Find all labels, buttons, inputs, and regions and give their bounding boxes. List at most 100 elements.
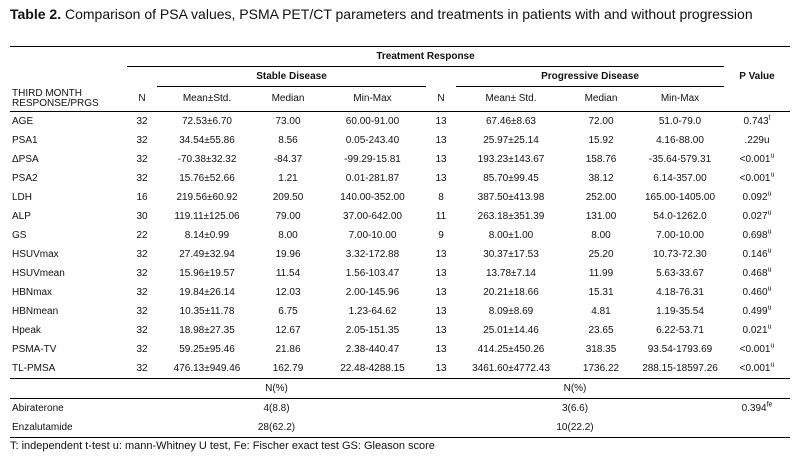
table-row: HBNmax 32 19.84±26.14 12.03 2.00-145.96 13 20.… xyxy=(10,283,790,302)
median-header-prog: Median xyxy=(566,86,636,112)
stable-mean-std: -70.38±32.32 xyxy=(177,153,237,165)
stable-n: 32 xyxy=(136,324,148,336)
progressive-min-max: 4.18-76.31 xyxy=(656,286,704,298)
progressive-median: 23.65 xyxy=(588,324,614,336)
p-value-test-marker: u xyxy=(767,304,772,312)
progressive-min-max: 1.19-35.54 xyxy=(656,305,704,317)
progressive-mean-std: 193.23±143.67 xyxy=(477,153,545,165)
p-value-text: <0.001 xyxy=(739,362,771,374)
stable-median: 6.75 xyxy=(278,305,298,317)
treatment-p-value: 0.394fe xyxy=(724,398,790,418)
p-value-text: .229u xyxy=(744,134,770,146)
npct-spacer xyxy=(724,378,790,399)
p-value: 0.146u xyxy=(724,245,790,264)
progressive-median: 15.31 xyxy=(588,286,614,298)
table-row: AGE 32 72.53±6.70 73.00 60.00-91.00 13 67.46±8… xyxy=(10,111,790,131)
caption-label: Table 2. xyxy=(10,6,62,22)
progressive-mean-std: 67.46±8.63 xyxy=(486,115,536,127)
progressive-mean-std: 20.21±18.66 xyxy=(483,286,539,298)
stable-mean-std: 27.49±32.94 xyxy=(179,248,235,260)
caption-text: Comparison of PSA values, PSMA PET/CT pa… xyxy=(64,6,753,22)
progressive-n: 13 xyxy=(435,343,447,355)
treatment-label: Enzalutamide xyxy=(10,417,127,438)
row-label: PSA1 xyxy=(12,134,38,146)
stable-min-max: 37.00-642.00 xyxy=(343,210,402,222)
p-value-text: <0.001 xyxy=(739,343,771,355)
stable-min-max: 1.56-103.47 xyxy=(345,267,400,279)
p-value-text: 0.460 xyxy=(742,286,768,298)
table-row: LDH 16 219.56±60.92 209.50 140.00-352.00 8 387… xyxy=(10,188,790,207)
treatment-p-value-test-marker: fe xyxy=(766,401,773,409)
table-footnote: T: independent t-test u: mann-Whitney U … xyxy=(10,440,435,452)
stable-mean-std: 119.11±125.06 xyxy=(174,210,240,222)
progressive-median: 131.00 xyxy=(585,210,617,222)
n-header-prog: N xyxy=(426,86,456,112)
row-label: GS xyxy=(12,229,27,241)
progressive-n: 13 xyxy=(435,267,447,279)
progressive-n: 13 xyxy=(435,248,447,260)
progressive-n: 13 xyxy=(435,134,447,146)
stable-median: 12.03 xyxy=(275,286,301,298)
row-label: HSUVmax xyxy=(12,248,59,260)
progressive-mean-std: 25.01±14.46 xyxy=(483,324,539,336)
row-label: PSA2 xyxy=(12,172,38,184)
treatment-p-value xyxy=(724,417,790,438)
p-value: <0.001u xyxy=(724,358,790,379)
stable-median: 73.00 xyxy=(275,115,301,127)
p-value: 0.499u xyxy=(724,302,790,321)
progressive-n: 13 xyxy=(435,305,447,317)
p-value: <0.001u xyxy=(724,150,790,169)
p-value-test-marker: u xyxy=(770,152,775,160)
mean-header-prog: Mean± Std. xyxy=(456,86,566,112)
npct-spacer xyxy=(10,378,127,399)
treatment-stable-count: 4(8.8) xyxy=(263,402,290,414)
p-value-test-marker: u xyxy=(767,228,772,236)
stable-median: 12.67 xyxy=(275,324,301,336)
stable-mean-std: 476.13±949.46 xyxy=(157,358,257,379)
p-value: <0.001u xyxy=(724,169,790,188)
npct-header-prog: N(%) xyxy=(426,378,724,399)
row-label: TL-PMSA xyxy=(10,358,127,379)
p-value-test-marker: u xyxy=(767,209,772,217)
mean-header-stable: Mean±Std. xyxy=(157,86,257,112)
treatment-row: Enzalutamide 28(62.2) 10(22.2) xyxy=(10,417,790,438)
data-table: Treatment Response Stable Disease Progre… xyxy=(10,46,790,438)
progressive-n: 13 xyxy=(435,153,447,165)
p-value-text: 0.092 xyxy=(742,191,768,203)
stable-disease-header: Stable Disease xyxy=(157,66,426,87)
stable-mean-std: 15.96±19.57 xyxy=(179,267,235,279)
stable-min-max: 7.00-10.00 xyxy=(348,229,397,241)
progressive-min-max: 4.16-88.00 xyxy=(656,134,704,146)
p-value-test-marker: u xyxy=(770,361,775,369)
progressive-mean-std: 387.50±413.98 xyxy=(477,191,545,203)
stable-mean-std: 10.35±11.78 xyxy=(179,305,235,317)
stable-min-max: 0.05-243.40 xyxy=(345,134,400,146)
progressive-median: 25.20 xyxy=(588,248,614,260)
stable-n: 32 xyxy=(136,134,148,146)
progressive-mean-std: 30.37±17.53 xyxy=(483,248,539,260)
stable-n: 22 xyxy=(136,229,148,241)
table-row: HBNmean 32 10.35±11.78 6.75 1.23-64.62 13 8.09… xyxy=(10,302,790,321)
p-value-test-marker: u xyxy=(767,247,772,255)
treatment-p-value-text: 0.394 xyxy=(741,402,767,414)
p-value-text: 0.499 xyxy=(742,305,768,317)
treatment-row: Abiraterone 4(8.8) 3(6.6) 0.394fe xyxy=(10,398,790,418)
row-label: HSUVmean xyxy=(12,267,65,279)
stable-median: 19.96 xyxy=(275,248,301,260)
progressive-median: 318.35 xyxy=(585,343,617,355)
progressive-n: 9 xyxy=(438,229,444,241)
treatment-progressive-count: 3(6.6) xyxy=(561,402,589,414)
row-label: LDH xyxy=(12,191,33,203)
stable-mean-std: 72.53±6.70 xyxy=(182,115,232,127)
progressive-n: 13 xyxy=(435,115,447,127)
p-value: .229u xyxy=(724,131,790,150)
progressive-median: 8.00 xyxy=(591,229,611,241)
npct-header-stable: N(%) xyxy=(127,378,426,399)
stable-min-max: -99.29-15.81 xyxy=(344,153,401,165)
stable-min-max: 3.32-172.88 xyxy=(345,248,400,260)
p-value: 0.460u xyxy=(724,283,790,302)
stable-n: 32 xyxy=(127,358,157,379)
stable-n: 32 xyxy=(136,286,148,298)
progressive-disease-header: Progressive Disease xyxy=(456,66,724,87)
